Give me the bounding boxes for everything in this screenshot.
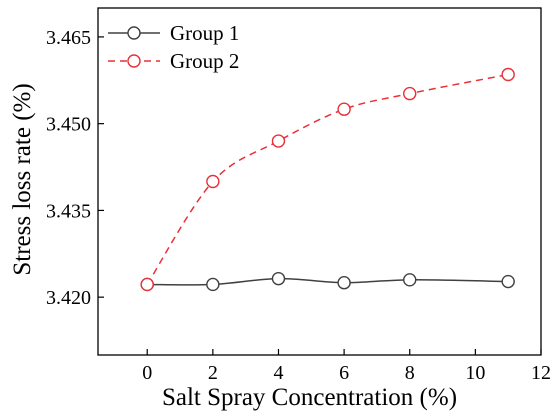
axis-ticks: 0 2 4 6 8 10 12 3.420 3.435 3.450 3.465 bbox=[46, 27, 550, 384]
data-point-group-2 bbox=[271, 134, 286, 148]
data-point-group-1 bbox=[501, 274, 515, 289]
x-axis-title: Salt Spray Concentration (%) bbox=[162, 384, 457, 411]
data-point-group-2 bbox=[403, 86, 417, 101]
y-tick-label: 3.465 bbox=[46, 27, 91, 49]
y-tick-label: 3.435 bbox=[46, 200, 91, 222]
y-tick-label: 3.450 bbox=[46, 114, 91, 136]
x-tick-label: 12 bbox=[531, 362, 550, 384]
plot-frame bbox=[97, 7, 542, 356]
x-tick-label: 2 bbox=[208, 362, 218, 384]
legend: Group 1 Group 2 bbox=[108, 21, 239, 73]
x-tick-label: 4 bbox=[273, 362, 283, 384]
data-point-group-2 bbox=[337, 102, 351, 116]
legend-label-group-1: Group 1 bbox=[170, 21, 239, 45]
legend-marker-group-2 bbox=[127, 54, 141, 68]
data-point-group-1 bbox=[271, 271, 286, 286]
data-point-group-2 bbox=[501, 67, 515, 82]
x-tick-label: 8 bbox=[405, 362, 415, 384]
data-point-group-2 bbox=[206, 174, 220, 189]
data-point-group-1 bbox=[206, 277, 220, 292]
series-lines bbox=[140, 67, 515, 292]
x-tick-label: 10 bbox=[465, 362, 485, 384]
series-line-group-2 bbox=[146, 73, 509, 285]
legend-label-group-2: Group 2 bbox=[170, 49, 239, 73]
legend-marker-group-1 bbox=[127, 26, 141, 40]
x-tick-label: 0 bbox=[142, 362, 152, 384]
y-tick-label: 3.420 bbox=[46, 287, 91, 309]
series-line-group-1 bbox=[147, 277, 509, 286]
x-tick-label: 6 bbox=[339, 362, 349, 384]
y-axis-title: Stress loss rate (%) bbox=[9, 83, 36, 275]
data-point-group-2 bbox=[140, 277, 154, 292]
data-point-group-1 bbox=[403, 273, 417, 287]
data-point-group-1 bbox=[337, 276, 351, 290]
